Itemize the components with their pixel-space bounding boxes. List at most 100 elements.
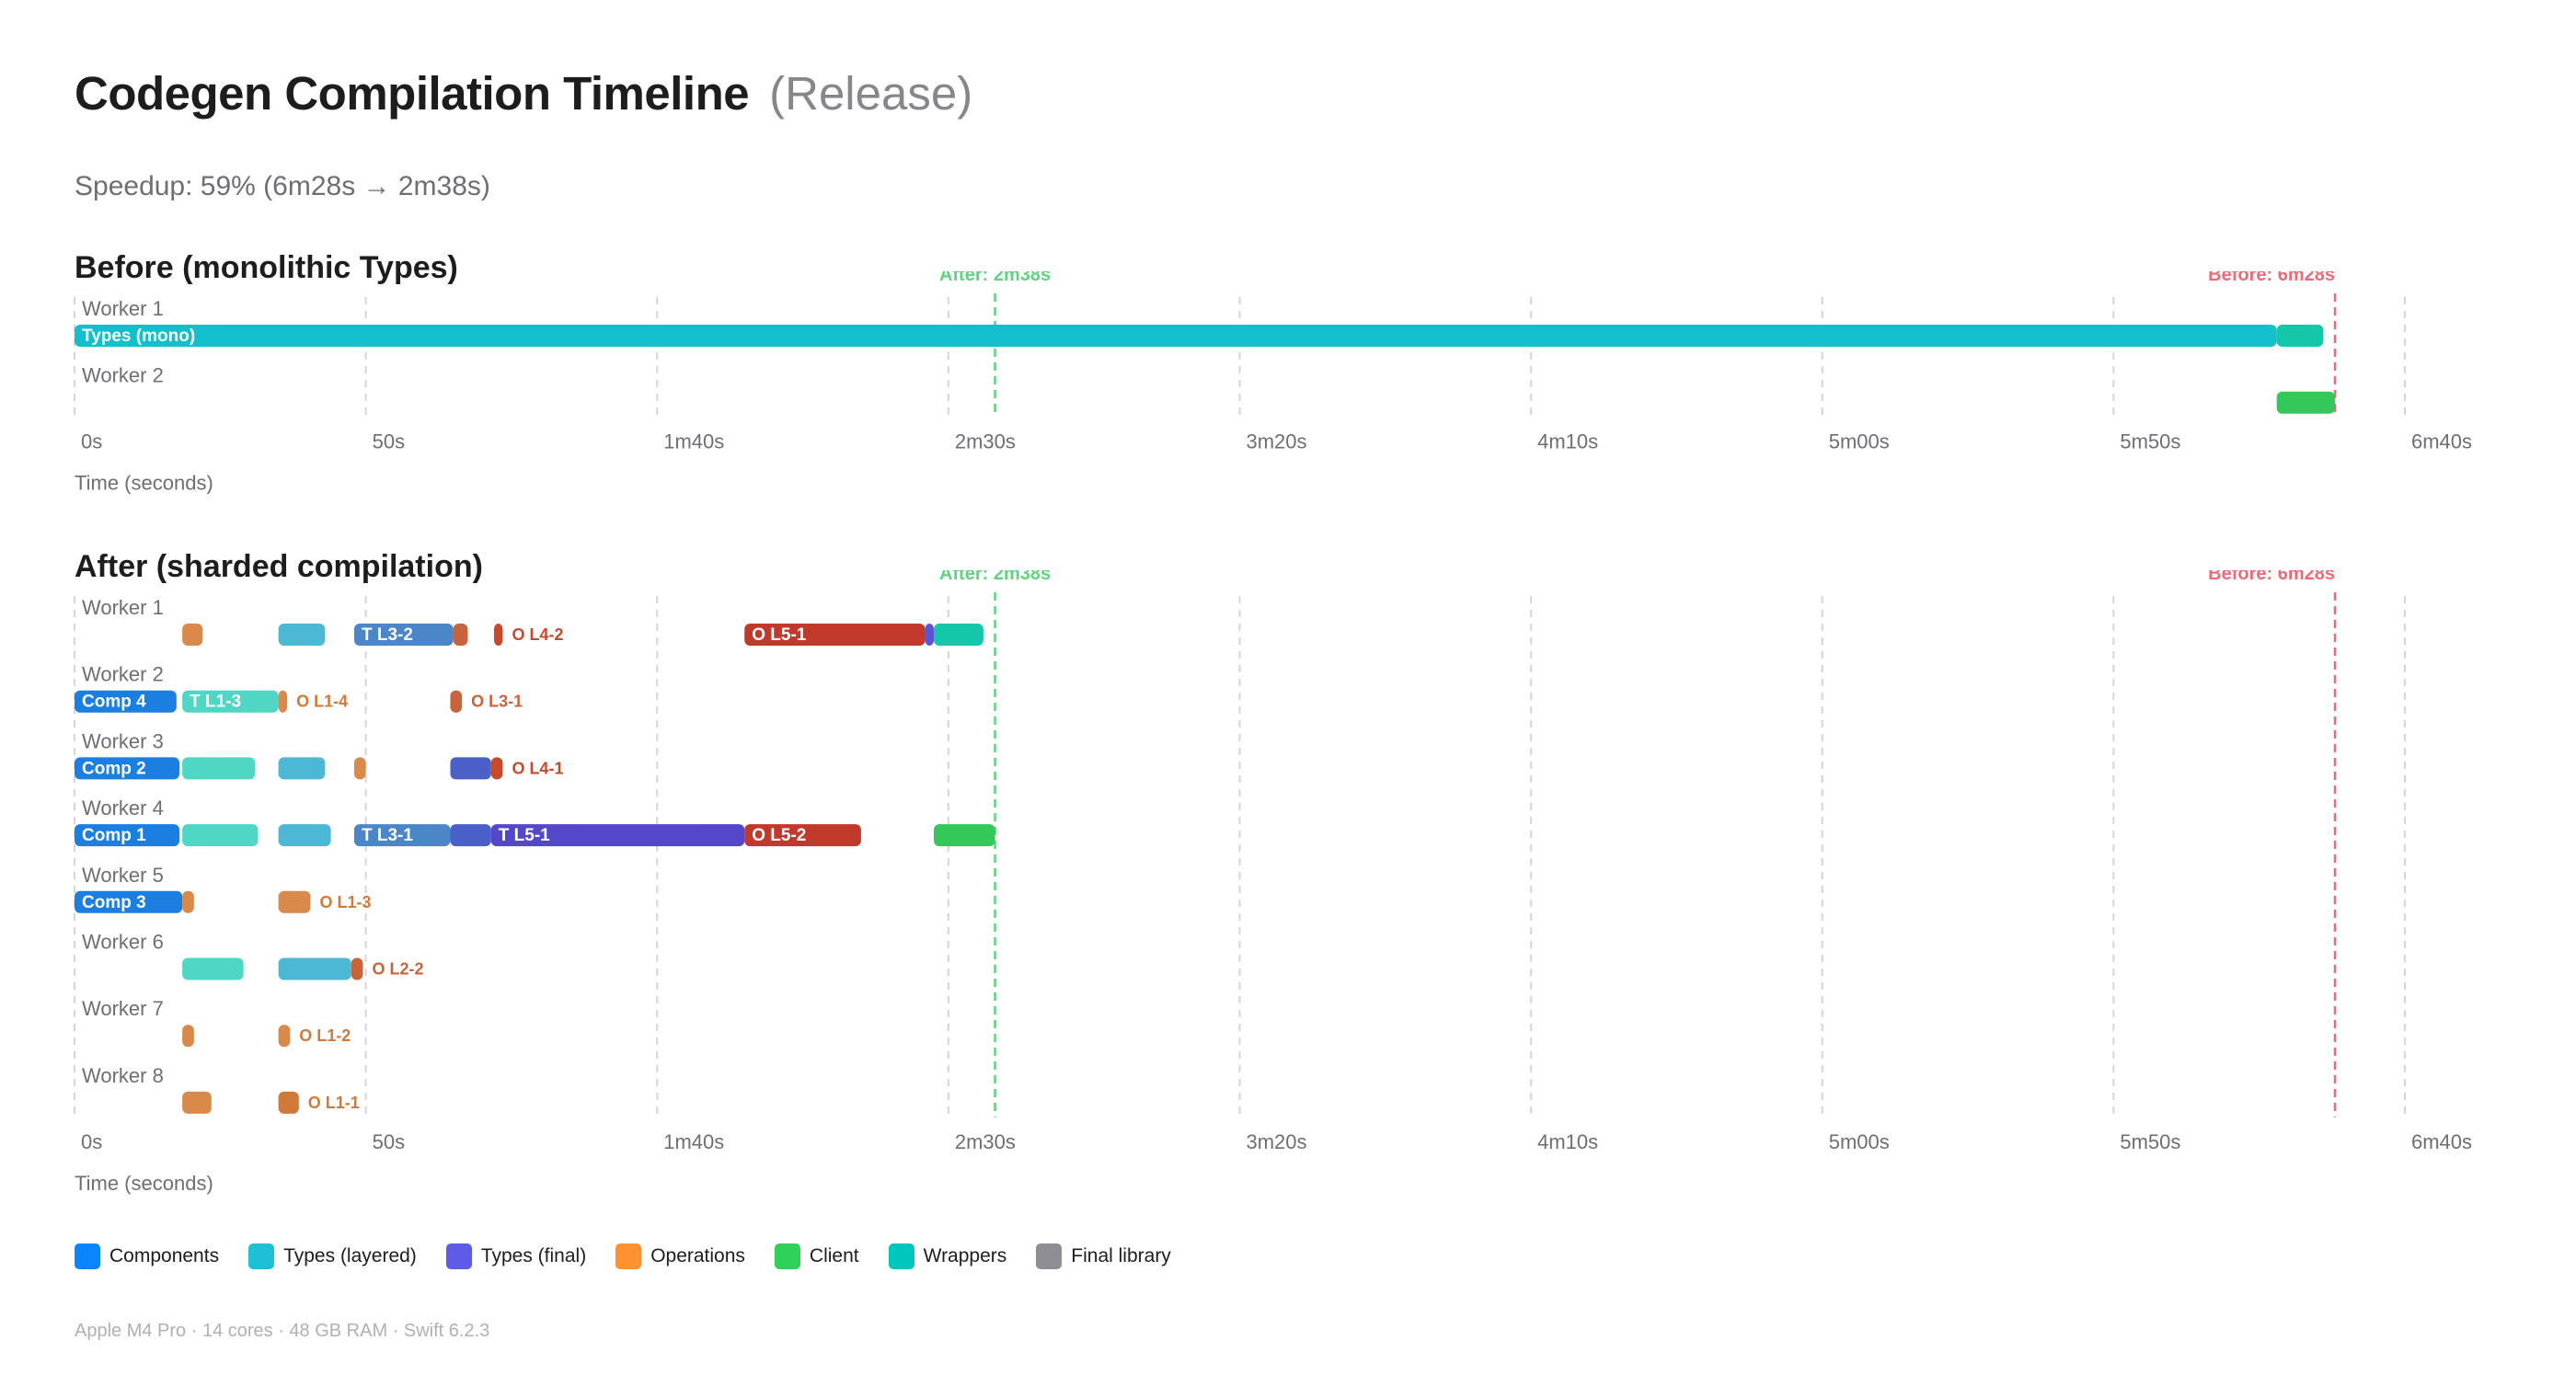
task-label: O L5-2	[752, 826, 806, 845]
after-section-title: After (sharded compilation)	[75, 549, 483, 584]
task-bar	[450, 690, 463, 713]
x-tick-label: 5m50s	[2120, 1130, 2180, 1153]
task-bar	[934, 624, 983, 646]
task-bar	[182, 824, 259, 847]
x-tick-label: 5m50s	[2120, 430, 2180, 453]
worker-label: Worker 1	[82, 297, 164, 320]
legend-item: Wrappers	[888, 1243, 1007, 1269]
legend-swatch	[445, 1243, 472, 1269]
page-subtitle: (Release)	[769, 67, 973, 120]
task-bar	[493, 624, 503, 646]
task-label: Comp 1	[82, 826, 146, 845]
task-bar	[182, 624, 203, 646]
task-bar	[278, 757, 326, 780]
task-bar	[453, 624, 468, 646]
task-label: O L3-1	[471, 693, 523, 711]
task-label: T L3-2	[362, 625, 413, 645]
reference-line-label: Before: 6m28s	[2208, 271, 2335, 285]
legend-label: Client	[809, 1245, 859, 1266]
task-bar	[182, 757, 256, 780]
task-label: O L1-4	[296, 693, 348, 711]
task-bar	[2276, 391, 2336, 414]
x-tick-label: 3m20s	[1247, 430, 1307, 453]
legend: Components Types (layered) Types (final) Op…	[75, 1243, 1201, 1269]
task-bar	[353, 757, 366, 780]
task-label: T L1-3	[190, 693, 241, 712]
legend-swatch	[1036, 1243, 1063, 1269]
legend-label: Types (layered)	[283, 1245, 417, 1266]
task-bar	[278, 690, 288, 713]
task-label: T L3-1	[362, 826, 413, 845]
x-tick-label: 6m40s	[2411, 1130, 2472, 1153]
page-title: Codegen Compilation Timeline	[75, 67, 750, 120]
x-tick-label: 1m40s	[663, 1130, 724, 1153]
legend-swatch	[615, 1243, 642, 1269]
x-tick-label: 3m20s	[1247, 1130, 1307, 1153]
worker-label: Worker 2	[82, 663, 164, 686]
title-row: Codegen Compilation Timeline (Release)	[75, 66, 972, 120]
task-bar	[934, 824, 995, 847]
reference-line-label: After: 2m38s	[939, 570, 1051, 584]
reference-line-label: After: 2m38s	[939, 271, 1051, 285]
worker-label: Worker 4	[82, 796, 164, 819]
task-bar	[450, 757, 491, 780]
worker-label: Worker 7	[82, 997, 164, 1020]
before-chart: 0s 50s 1m40s 2m30s 3m20s 4m10s 5m00s 5m50s 6m40s…	[74, 271, 2472, 495]
task-bar	[353, 824, 451, 847]
task-label: Comp 4	[82, 693, 146, 712]
task-bar	[2276, 325, 2324, 347]
task-label: Comp 3	[82, 893, 146, 912]
task-label: O L1-3	[319, 893, 371, 911]
footer-system-info: Apple M4 Pro · 14 cores · 48 GB RAM · Sw…	[75, 1321, 490, 1341]
task-label: O L1-2	[299, 1026, 351, 1045]
legend-swatch	[888, 1243, 914, 1269]
task-bar	[278, 890, 311, 913]
legend-swatch	[75, 1243, 100, 1269]
x-tick-label: 4m10s	[1537, 430, 1598, 453]
x-tick-label: 1m40s	[663, 430, 724, 453]
worker-label: Worker 1	[82, 596, 164, 619]
legend-label: Final library	[1071, 1245, 1171, 1266]
legend-item: Types (layered)	[248, 1243, 417, 1269]
speedup-text: Speedup: 59% (6m28s → 2m38s)	[75, 171, 490, 201]
task-bar	[75, 690, 177, 713]
legend-label: Wrappers	[923, 1245, 1007, 1266]
task-bar	[925, 624, 935, 646]
task-bar	[353, 624, 454, 646]
task-label: Types (mono)	[82, 327, 195, 346]
task-bar	[182, 1091, 212, 1114]
worker-label: Worker 3	[82, 729, 164, 752]
x-tick-label: 6m40s	[2411, 430, 2472, 453]
x-tick-label: 0s	[81, 430, 102, 453]
legend-item: Components	[75, 1243, 219, 1269]
task-bar	[278, 1091, 299, 1114]
legend-item: Types (final)	[445, 1243, 586, 1269]
task-label: O L4-1	[512, 759, 563, 777]
task-bar	[75, 890, 183, 913]
task-bar	[744, 624, 926, 646]
x-tick-label: 0s	[81, 1130, 102, 1153]
worker-label: Worker 5	[82, 864, 164, 887]
task-bar	[75, 757, 179, 780]
worker-label: Worker 8	[82, 1064, 164, 1087]
x-axis-label: Time (seconds)	[75, 1172, 213, 1195]
task-label: T L5-1	[499, 826, 550, 845]
legend-item: Client	[774, 1243, 859, 1269]
x-tick-label: 2m30s	[955, 1130, 1016, 1153]
legend-label: Operations	[650, 1245, 745, 1266]
worker-label: Worker 6	[82, 931, 164, 954]
task-bar	[75, 824, 179, 847]
x-tick-label: 5m00s	[1829, 1130, 1890, 1153]
legend-label: Components	[109, 1245, 220, 1266]
task-label: O L4-2	[512, 625, 563, 644]
task-bar	[351, 957, 363, 980]
task-label: O L5-1	[752, 625, 807, 645]
task-bar	[490, 824, 745, 847]
after-chart: 0s 50s 1m40s 2m30s 3m20s 4m10s 5m00s 5m50s 6m40s…	[74, 570, 2472, 1195]
x-tick-label: 5m00s	[1829, 430, 1890, 453]
legend-swatch	[248, 1243, 275, 1269]
task-bar	[744, 824, 861, 847]
x-tick-label: 4m10s	[1537, 1130, 1598, 1153]
task-label: Comp 2	[82, 759, 146, 778]
legend-item: Final library	[1036, 1243, 1171, 1269]
